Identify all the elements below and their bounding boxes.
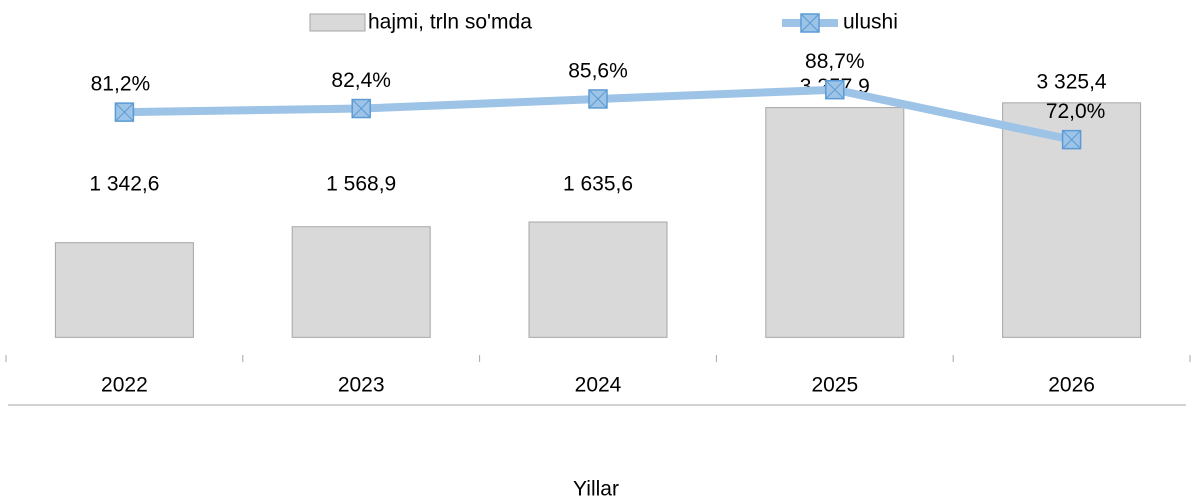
line-marker-cross <box>115 102 134 122</box>
line-marker-cross <box>825 80 845 100</box>
legend-swatch <box>309 13 366 32</box>
x-tick-label: 2025 <box>811 374 858 397</box>
line-value-label: 72,0% <box>1046 100 1106 123</box>
line-marker-cross <box>588 89 608 109</box>
bar <box>528 221 668 338</box>
bar-value-label: 1 568,9 <box>326 173 396 196</box>
bar-value-label: 3 325,4 <box>1037 70 1107 93</box>
x-tick-label: 2022 <box>101 374 148 397</box>
x-tick-label: 2023 <box>338 374 385 397</box>
bar <box>54 242 194 338</box>
legend-label: hajmi, trln so'mda <box>368 11 532 34</box>
line-marker-cross <box>1062 130 1081 149</box>
line-value-label: 81,2% <box>91 73 151 96</box>
x-tick-label: 2024 <box>575 374 622 397</box>
legend-label: ulushi <box>843 11 898 34</box>
bar-value-label: 1 635,6 <box>563 173 633 196</box>
legend-marker-cross <box>800 13 820 33</box>
line-value-label: 88,7% <box>805 50 865 73</box>
bar <box>765 107 905 338</box>
bar <box>291 226 431 338</box>
line-value-label: 85,6% <box>568 60 628 83</box>
line-value-label: 82,4% <box>331 69 391 92</box>
x-tick-label: 2026 <box>1048 374 1095 397</box>
bar-value-label: 1 342,6 <box>89 173 159 196</box>
line-marker-cross <box>351 99 371 118</box>
x-axis-title: Yillar <box>573 478 619 498</box>
